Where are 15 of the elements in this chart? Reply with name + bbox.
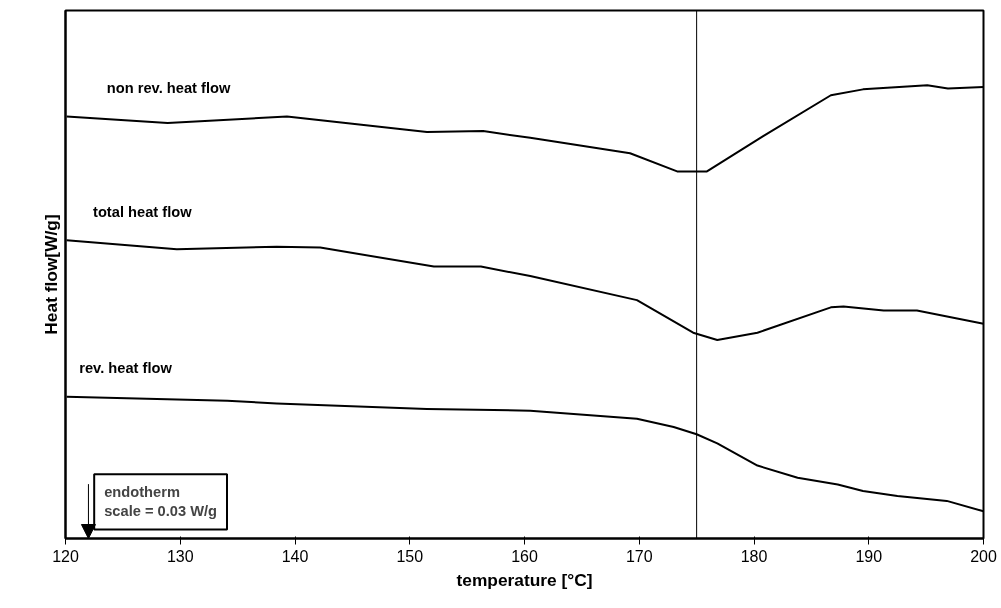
- annotation: endotherm scale = 0.03 W/g: [104, 484, 218, 520]
- x-tick-label: 130: [166, 547, 194, 565]
- x-tick-label: 190: [855, 547, 883, 565]
- series-label: rev. heat flow: [79, 360, 173, 377]
- x-tick-label: 200: [970, 547, 997, 565]
- x-tick-label: 180: [740, 547, 768, 565]
- x-tick-label: 150: [396, 547, 424, 565]
- y-axis-title: Heat flow[W/g]: [40, 214, 61, 335]
- x-tick-label: 140: [281, 547, 309, 565]
- x-tick-label: 160: [511, 547, 538, 565]
- x-tick-label: 170: [625, 547, 653, 565]
- x-tick-label: 120: [52, 547, 79, 565]
- x-axis-title: temperature [°C]: [456, 569, 593, 590]
- series-label: total heat flow: [93, 203, 193, 220]
- series-label: non rev. heat flow: [106, 80, 231, 97]
